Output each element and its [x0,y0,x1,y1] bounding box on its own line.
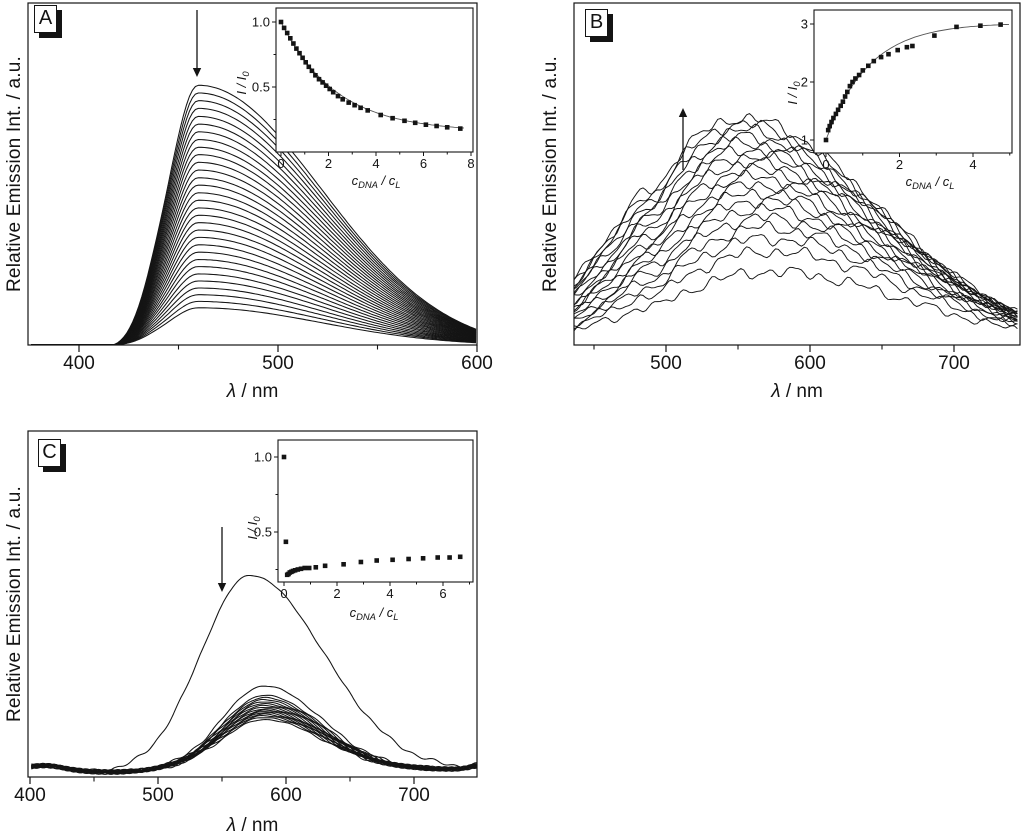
svg-text:600: 600 [270,785,302,806]
trend-arrow-down [217,527,227,592]
svg-text:0: 0 [822,157,829,172]
svg-text:4: 4 [372,156,379,171]
inset-quenching-plot: 0 2 4 1 2 3 I / I0 cDNA / cL [785,9,1013,191]
svg-text:700: 700 [398,785,430,806]
svg-text:4: 4 [386,586,393,601]
svg-text:400: 400 [63,353,95,374]
svg-text:4: 4 [969,157,976,172]
svg-text:6: 6 [439,586,446,601]
inset-x-axis-label: cDNA / cL [906,174,955,191]
inset-quenching-plot: 0 2 4 6 0.5 1.0 I / I0 cDNA / cL [245,439,474,622]
svg-text:0: 0 [277,156,284,171]
inset-x-axis-label: cDNA / cL [350,605,399,622]
trend-arrow-up [678,108,688,170]
panel-label-c: C [38,439,61,467]
lambda-symbol: λ [226,381,237,402]
svg-text:2: 2 [325,156,332,171]
svg-text:700: 700 [938,353,970,374]
x-axis-label-a: λ / nm [226,381,279,402]
axes-frame [27,430,478,778]
x-axis-ticks: 500 600 700 [593,345,970,374]
axes-frame [27,2,478,346]
y-axis-label-b: Relative Emission Int. / a.u. [540,56,561,293]
emission-spectra-curves [31,574,477,775]
svg-text:0.5: 0.5 [252,80,270,95]
panel-label-b: B [585,9,608,37]
x-axis-ticks: 400 500 600 700 [14,777,430,806]
svg-text:400: 400 [14,785,46,806]
emission-spectra-curves [574,113,1018,332]
inset-x-axis-label: cDNA / cL [352,173,401,190]
svg-text:600: 600 [461,353,493,374]
svg-text:0.5: 0.5 [254,525,272,540]
svg-text:0: 0 [280,586,287,601]
svg-text:500: 500 [262,353,294,374]
inset-y-axis-label: I / I0 [234,71,251,95]
panel-a: 400 500 600 0 2 4 6 8 0.5 1.0 I / I0 cDNA / cL [27,2,493,374]
inset-y-axis-label: I / I0 [785,81,802,105]
axes-frame [573,2,1021,346]
y-axis-label-c: Relative Emission Int. / a.u. [4,486,25,723]
inset-quenching-plot: 0 2 4 6 8 0.5 1.0 I / I0 cDNA / cL [234,7,475,190]
x-axis-ticks: 400 500 600 [63,345,493,374]
svg-text:1: 1 [801,133,808,148]
inset-data-points [281,454,463,578]
panel-c: 400 500 600 700 0 2 4 6 0.5 1.0 I / I0 cDNA / cL [14,430,478,806]
inset-y-axis-label: I / I0 [245,516,262,540]
svg-text:500: 500 [650,353,682,374]
svg-text:8: 8 [467,156,474,171]
svg-text:2: 2 [801,75,808,90]
svg-text:3: 3 [801,17,808,32]
inset-data-points [823,22,1003,143]
emission-spectra-curves [31,84,477,345]
x-axis-label-b: λ / nm [771,381,823,402]
lambda-symbol: λ [771,381,781,402]
inset-data-points [278,19,463,131]
lambda-symbol: λ [226,815,237,836]
svg-text:2: 2 [333,586,340,601]
svg-text:500: 500 [142,785,174,806]
panel-b: 500 600 700 0 2 4 1 2 3 I / I0 cDNA / cL [573,2,1021,374]
panel-label-a: A [34,5,57,33]
svg-text:2: 2 [896,157,903,172]
x-axis-label-c: λ / nm [226,815,279,836]
svg-text:6: 6 [420,156,427,171]
svg-text:600: 600 [794,353,826,374]
svg-text:1.0: 1.0 [252,15,270,30]
trend-arrow-down [192,10,202,77]
y-axis-label-a: Relative Emission Int. / a.u. [4,56,25,293]
svg-text:1.0: 1.0 [254,450,272,465]
